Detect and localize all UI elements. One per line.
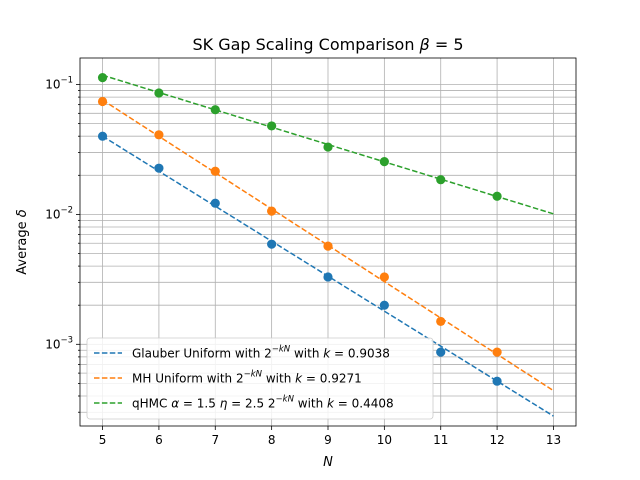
data-point bbox=[267, 239, 277, 249]
data-point bbox=[379, 300, 389, 310]
y-axis-label: Average δ bbox=[15, 209, 30, 275]
y-tick-label: 10−1 bbox=[45, 76, 73, 92]
legend-entry-text: k bbox=[295, 372, 303, 386]
x-tick-label: 13 bbox=[546, 433, 561, 447]
data-point bbox=[492, 191, 502, 201]
y-tick-exponent: −3 bbox=[60, 335, 73, 345]
x-tick-label: 5 bbox=[99, 433, 107, 447]
title-text: SK Gap Scaling Comparison bbox=[192, 35, 419, 54]
x-tick-label: 11 bbox=[433, 433, 448, 447]
legend-entry-text: with bbox=[294, 397, 327, 411]
legend-entry-text: with bbox=[262, 372, 295, 386]
legend-entry-text: = 2.5 2 bbox=[227, 397, 275, 411]
legend-entry-text: Glauber Uniform with 2 bbox=[132, 347, 272, 361]
y-label-text: Average bbox=[15, 217, 30, 275]
data-point bbox=[379, 157, 389, 167]
data-point bbox=[323, 142, 333, 152]
legend-entry-text: η bbox=[220, 397, 228, 411]
data-point bbox=[154, 130, 164, 140]
y-tick-base: 10 bbox=[45, 78, 60, 92]
data-point bbox=[323, 272, 333, 282]
y-tick-label: 10−2 bbox=[45, 205, 73, 221]
legend-entry-text: qHMC bbox=[132, 397, 171, 411]
y-tick-exponent: −2 bbox=[60, 205, 73, 215]
legend-entry-text: = 1.5 bbox=[179, 397, 220, 411]
title-value: = 5 bbox=[430, 35, 464, 54]
legend-entry-text: with bbox=[290, 347, 323, 361]
legend-entry-text: k bbox=[327, 397, 335, 411]
data-point bbox=[436, 347, 446, 357]
y-tick-base: 10 bbox=[45, 337, 60, 351]
y-tick-base: 10 bbox=[45, 207, 60, 221]
legend-entry-text: α bbox=[171, 397, 179, 411]
data-point bbox=[323, 241, 333, 251]
x-tick-label: 10 bbox=[377, 433, 392, 447]
data-point bbox=[97, 73, 108, 83]
x-tick-label: 6 bbox=[155, 433, 163, 447]
legend-entry-text: MH Uniform with 2 bbox=[132, 372, 244, 386]
x-tick-label: 9 bbox=[324, 433, 332, 447]
data-point bbox=[267, 121, 277, 131]
legend-entry-text: −kN bbox=[272, 345, 291, 355]
x-tick-label: 12 bbox=[489, 433, 504, 447]
legend-box bbox=[86, 337, 434, 420]
legend-entry-text: k bbox=[323, 347, 331, 361]
data-point bbox=[210, 166, 220, 176]
x-axis-label: N bbox=[323, 455, 333, 470]
legend-entry-text: −kN bbox=[276, 395, 295, 405]
legend-entry-text: = 0.4408 bbox=[334, 397, 394, 411]
legend-entry-text: −kN bbox=[244, 370, 263, 380]
y-tick-label: 10−3 bbox=[45, 335, 73, 351]
data-point bbox=[492, 376, 502, 386]
data-point bbox=[379, 272, 389, 282]
fit-line-1 bbox=[102, 99, 554, 392]
data-point bbox=[436, 175, 446, 185]
x-tick-label: 7 bbox=[211, 433, 219, 447]
y-tick-exponent: −1 bbox=[60, 76, 73, 86]
title-symbol: β bbox=[419, 35, 430, 54]
data-point bbox=[267, 206, 277, 216]
data-point bbox=[97, 131, 108, 141]
legend-entry: qHMC α = 1.5 η = 2.5 2−kN with k = 0.440… bbox=[132, 395, 394, 411]
data-points bbox=[97, 73, 502, 386]
legend: Glauber Uniform with 2−kN with k = 0.903… bbox=[86, 337, 434, 420]
data-point bbox=[492, 347, 502, 357]
data-point bbox=[154, 88, 164, 98]
data-point bbox=[436, 316, 446, 327]
data-point bbox=[210, 105, 220, 115]
legend-entry-text: = 0.9271 bbox=[302, 372, 362, 386]
legend-entry: MH Uniform with 2−kN with k = 0.9271 bbox=[132, 370, 362, 386]
chart-title: SK Gap Scaling Comparison β = 5 bbox=[192, 35, 463, 54]
data-point bbox=[97, 96, 108, 107]
legend-entry: Glauber Uniform with 2−kN with k = 0.903… bbox=[132, 345, 390, 361]
y-label-symbol: δ bbox=[15, 209, 30, 217]
data-point bbox=[210, 198, 220, 208]
data-point bbox=[154, 163, 164, 173]
x-tick-label: 8 bbox=[268, 433, 276, 447]
legend-entry-text: = 0.9038 bbox=[330, 347, 390, 361]
